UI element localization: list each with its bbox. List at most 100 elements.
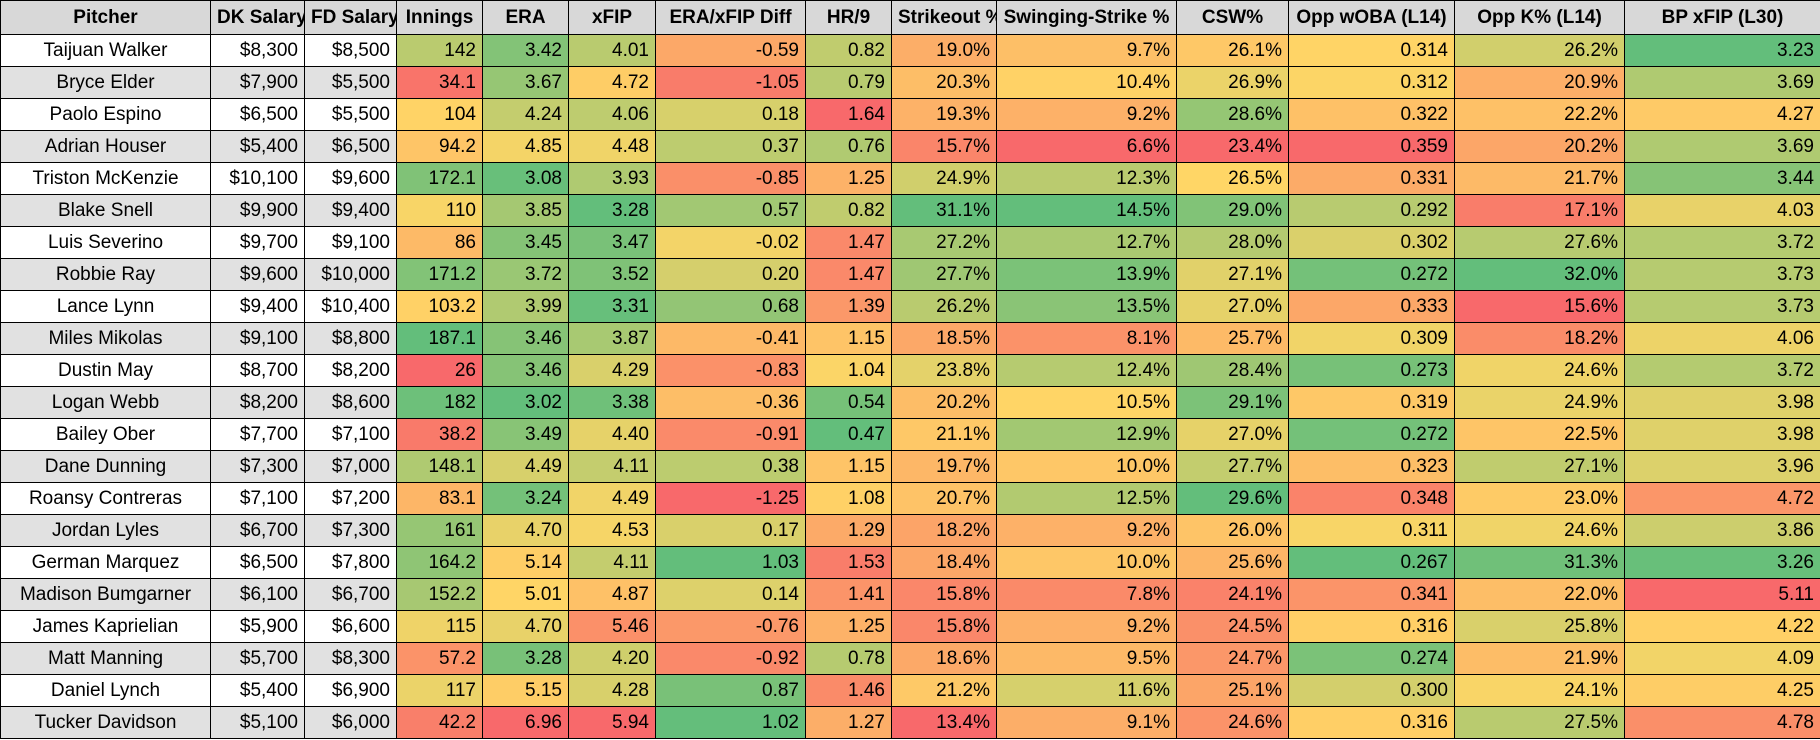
- cell-era-xfip-diff[interactable]: 0.68: [655, 290, 806, 323]
- cell-xfip[interactable]: 4.28: [568, 674, 656, 707]
- cell-pitcher[interactable]: Daniel Lynch: [0, 674, 211, 707]
- cell-dk-salary[interactable]: $6,500: [210, 98, 305, 131]
- cell-fd-salary[interactable]: $5,500: [304, 98, 397, 131]
- cell-xfip[interactable]: 3.31: [568, 290, 656, 323]
- cell-fd-salary[interactable]: $6,600: [304, 610, 397, 643]
- cell-opp-k-pct[interactable]: 20.9%: [1454, 66, 1625, 99]
- cell-era-xfip-diff[interactable]: 0.14: [655, 578, 806, 611]
- cell-fd-salary[interactable]: $8,500: [304, 34, 397, 67]
- cell-fd-salary[interactable]: $9,100: [304, 226, 397, 259]
- cell-hr9[interactable]: 1.46: [805, 674, 892, 707]
- cell-innings[interactable]: 152.2: [396, 578, 483, 611]
- cell-dk-salary[interactable]: $9,400: [210, 290, 305, 323]
- cell-xfip[interactable]: 4.06: [568, 98, 656, 131]
- cell-innings[interactable]: 117: [396, 674, 483, 707]
- cell-xfip[interactable]: 3.47: [568, 226, 656, 259]
- cell-hr9[interactable]: 1.41: [805, 578, 892, 611]
- cell-dk-salary[interactable]: $6,100: [210, 578, 305, 611]
- cell-era-xfip-diff[interactable]: -0.59: [655, 34, 806, 67]
- cell-era[interactable]: 3.08: [482, 162, 569, 195]
- cell-opp-k-pct[interactable]: 25.8%: [1454, 610, 1625, 643]
- cell-hr9[interactable]: 0.82: [805, 34, 892, 67]
- cell-era[interactable]: 4.49: [482, 450, 569, 483]
- cell-hr9[interactable]: 1.64: [805, 98, 892, 131]
- cell-era[interactable]: 3.67: [482, 66, 569, 99]
- cell-era-xfip-diff[interactable]: 1.03: [655, 546, 806, 579]
- cell-era[interactable]: 3.99: [482, 290, 569, 323]
- cell-csw-pct[interactable]: 26.0%: [1176, 514, 1289, 547]
- cell-bp-xfip[interactable]: 5.11: [1624, 578, 1820, 611]
- cell-swinging-strike-pct[interactable]: 9.2%: [996, 610, 1177, 643]
- cell-csw-pct[interactable]: 28.4%: [1176, 354, 1289, 387]
- cell-strikeout-pct[interactable]: 20.7%: [891, 482, 997, 515]
- cell-strikeout-pct[interactable]: 27.7%: [891, 258, 997, 291]
- cell-xfip[interactable]: 5.46: [568, 610, 656, 643]
- cell-fd-salary[interactable]: $6,500: [304, 130, 397, 163]
- cell-swinging-strike-pct[interactable]: 9.7%: [996, 34, 1177, 67]
- cell-era[interactable]: 3.72: [482, 258, 569, 291]
- cell-hr9[interactable]: 0.79: [805, 66, 892, 99]
- cell-hr9[interactable]: 1.08: [805, 482, 892, 515]
- cell-csw-pct[interactable]: 25.6%: [1176, 546, 1289, 579]
- cell-opp-woba[interactable]: 0.331: [1288, 162, 1455, 195]
- cell-era[interactable]: 5.01: [482, 578, 569, 611]
- cell-bp-xfip[interactable]: 4.03: [1624, 194, 1820, 227]
- cell-opp-k-pct[interactable]: 26.2%: [1454, 34, 1625, 67]
- cell-era[interactable]: 6.96: [482, 706, 569, 739]
- cell-fd-salary[interactable]: $5,500: [304, 66, 397, 99]
- cell-opp-k-pct[interactable]: 23.0%: [1454, 482, 1625, 515]
- col-header-innings[interactable]: Innings: [396, 0, 483, 35]
- cell-xfip[interactable]: 4.29: [568, 354, 656, 387]
- cell-bp-xfip[interactable]: 4.27: [1624, 98, 1820, 131]
- cell-strikeout-pct[interactable]: 18.4%: [891, 546, 997, 579]
- cell-csw-pct[interactable]: 28.0%: [1176, 226, 1289, 259]
- cell-bp-xfip[interactable]: 3.96: [1624, 450, 1820, 483]
- cell-innings[interactable]: 172.1: [396, 162, 483, 195]
- cell-bp-xfip[interactable]: 3.44: [1624, 162, 1820, 195]
- cell-fd-salary[interactable]: $8,800: [304, 322, 397, 355]
- cell-csw-pct[interactable]: 27.1%: [1176, 258, 1289, 291]
- cell-strikeout-pct[interactable]: 18.6%: [891, 642, 997, 675]
- cell-innings[interactable]: 161: [396, 514, 483, 547]
- cell-fd-salary[interactable]: $10,000: [304, 258, 397, 291]
- cell-xfip[interactable]: 4.40: [568, 418, 656, 451]
- cell-dk-salary[interactable]: $5,900: [210, 610, 305, 643]
- cell-dk-salary[interactable]: $8,300: [210, 34, 305, 67]
- cell-opp-woba[interactable]: 0.302: [1288, 226, 1455, 259]
- cell-hr9[interactable]: 1.27: [805, 706, 892, 739]
- cell-opp-k-pct[interactable]: 24.6%: [1454, 354, 1625, 387]
- cell-era-xfip-diff[interactable]: -1.25: [655, 482, 806, 515]
- cell-era[interactable]: 4.85: [482, 130, 569, 163]
- cell-hr9[interactable]: 0.54: [805, 386, 892, 419]
- cell-bp-xfip[interactable]: 3.98: [1624, 418, 1820, 451]
- cell-pitcher[interactable]: Madison Bumgarner: [0, 578, 211, 611]
- cell-pitcher[interactable]: Luis Severino: [0, 226, 211, 259]
- cell-fd-salary[interactable]: $8,600: [304, 386, 397, 419]
- cell-dk-salary[interactable]: $6,700: [210, 514, 305, 547]
- cell-opp-woba[interactable]: 0.267: [1288, 546, 1455, 579]
- cell-era-xfip-diff[interactable]: -0.41: [655, 322, 806, 355]
- cell-dk-salary[interactable]: $5,400: [210, 674, 305, 707]
- col-header-pitcher[interactable]: Pitcher: [0, 0, 211, 35]
- cell-fd-salary[interactable]: $6,000: [304, 706, 397, 739]
- cell-bp-xfip[interactable]: 3.69: [1624, 66, 1820, 99]
- cell-xfip[interactable]: 3.87: [568, 322, 656, 355]
- cell-xfip[interactable]: 4.72: [568, 66, 656, 99]
- cell-era-xfip-diff[interactable]: 0.18: [655, 98, 806, 131]
- cell-opp-k-pct[interactable]: 24.9%: [1454, 386, 1625, 419]
- cell-innings[interactable]: 83.1: [396, 482, 483, 515]
- cell-pitcher[interactable]: Bryce Elder: [0, 66, 211, 99]
- cell-swinging-strike-pct[interactable]: 9.2%: [996, 98, 1177, 131]
- cell-era-xfip-diff[interactable]: 0.87: [655, 674, 806, 707]
- cell-era[interactable]: 3.49: [482, 418, 569, 451]
- cell-pitcher[interactable]: Paolo Espino: [0, 98, 211, 131]
- cell-pitcher[interactable]: Lance Lynn: [0, 290, 211, 323]
- cell-strikeout-pct[interactable]: 21.2%: [891, 674, 997, 707]
- cell-strikeout-pct[interactable]: 20.2%: [891, 386, 997, 419]
- cell-csw-pct[interactable]: 26.9%: [1176, 66, 1289, 99]
- cell-opp-k-pct[interactable]: 17.1%: [1454, 194, 1625, 227]
- cell-swinging-strike-pct[interactable]: 9.5%: [996, 642, 1177, 675]
- cell-swinging-strike-pct[interactable]: 6.6%: [996, 130, 1177, 163]
- cell-opp-woba[interactable]: 0.273: [1288, 354, 1455, 387]
- cell-era-xfip-diff[interactable]: -0.76: [655, 610, 806, 643]
